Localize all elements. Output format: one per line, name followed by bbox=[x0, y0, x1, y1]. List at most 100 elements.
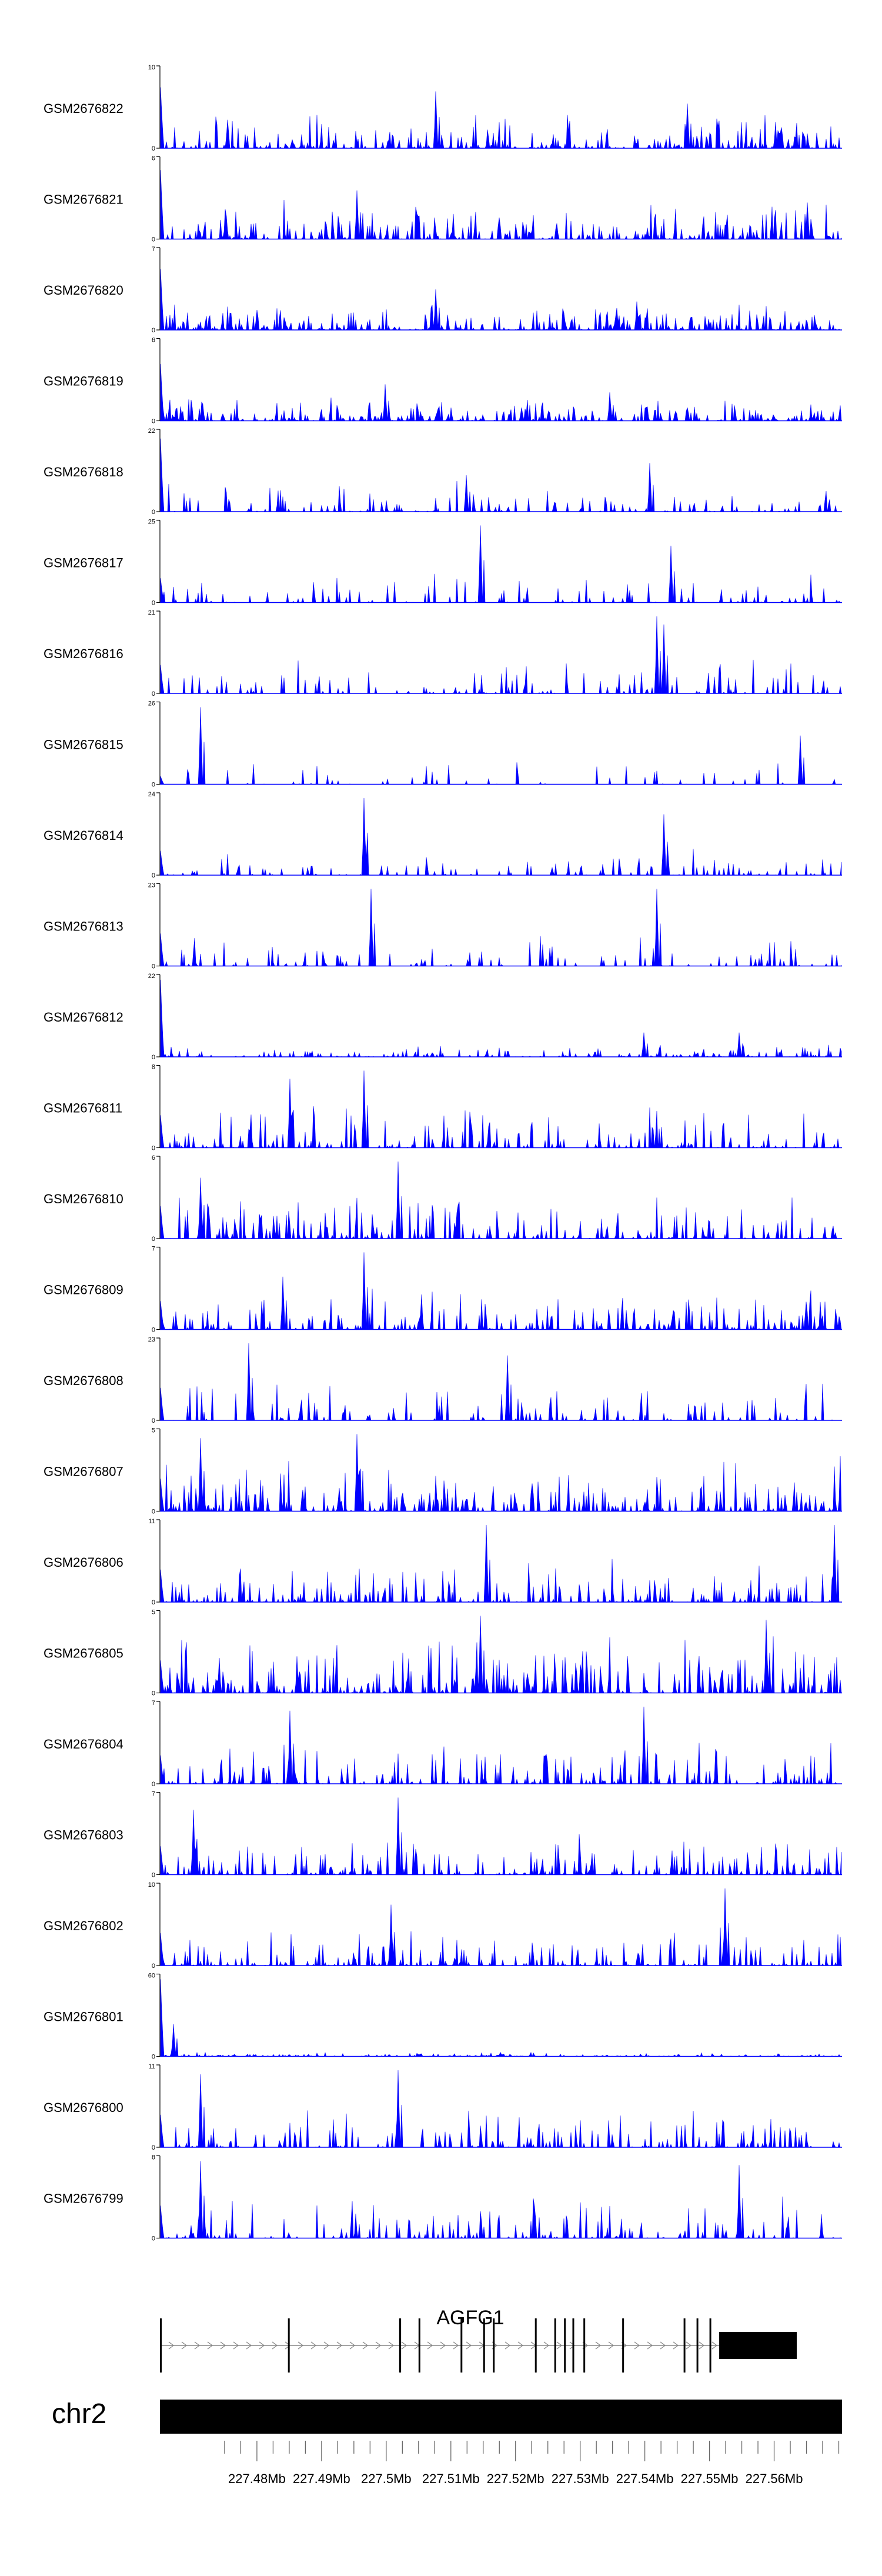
track-label: GSM2676816 bbox=[44, 646, 123, 661]
y-max-label: 7 bbox=[152, 1700, 155, 1707]
y-min-label: 0 bbox=[152, 2144, 155, 2151]
axis-tick-label: 227.55Mb bbox=[681, 2471, 739, 2486]
strand-arrow bbox=[207, 2341, 213, 2350]
strand-arrow bbox=[285, 2341, 291, 2350]
track-label: GSM2676812 bbox=[44, 1010, 123, 1025]
track-label: GSM2676806 bbox=[44, 1555, 123, 1570]
y-max-label: 25 bbox=[148, 519, 155, 526]
strand-arrow bbox=[168, 2341, 175, 2350]
y-max-label: 11 bbox=[149, 1518, 155, 1525]
y-max-label: 23 bbox=[148, 1336, 155, 1343]
y-max-label: 10 bbox=[148, 1881, 155, 1888]
axis-tick-label: 227.53Mb bbox=[552, 2471, 609, 2486]
gene-exon bbox=[534, 2318, 537, 2373]
strand-arrow bbox=[298, 2341, 304, 2350]
strand-arrow bbox=[686, 2341, 692, 2350]
chromosome-label: chr2 bbox=[52, 2398, 106, 2430]
y-min-label: 0 bbox=[152, 418, 155, 425]
track-GSM2676822: GSM2676822 10 0 bbox=[44, 64, 842, 152]
y-min-label: 0 bbox=[152, 1236, 155, 1243]
gene-model-track: AGFG1 bbox=[160, 2307, 797, 2373]
y-min-label: 0 bbox=[152, 782, 155, 789]
gene-exon bbox=[483, 2318, 485, 2373]
track-label: GSM2676808 bbox=[44, 1373, 123, 1388]
y-max-label: 6 bbox=[152, 155, 155, 162]
gene-exon bbox=[160, 2318, 162, 2373]
strand-arrow bbox=[673, 2341, 679, 2350]
track-GSM2676817: GSM2676817 25 0 bbox=[44, 519, 842, 607]
track-GSM2676805: GSM2676805 5 0 bbox=[44, 1609, 842, 1697]
y-max-label: 26 bbox=[148, 700, 155, 708]
strand-arrow bbox=[310, 2341, 317, 2350]
track-GSM2676809: GSM2676809 7 0 bbox=[44, 1246, 842, 1334]
gene-exon bbox=[399, 2318, 402, 2373]
track-GSM2676803: GSM2676803 7 0 bbox=[44, 1791, 842, 1879]
track-label: GSM2676811 bbox=[44, 1101, 122, 1116]
track-label: GSM2676821 bbox=[44, 192, 123, 207]
strand-arrow bbox=[362, 2341, 369, 2350]
track-label: GSM2676799 bbox=[44, 2191, 123, 2206]
track-GSM2676812: GSM2676812 22 0 bbox=[44, 973, 842, 1061]
strand-arrow bbox=[543, 2341, 550, 2350]
track-GSM2676802: GSM2676802 10 0 bbox=[44, 1881, 842, 1970]
axis-tick-label: 227.48Mb bbox=[228, 2471, 286, 2486]
track-label: GSM2676801 bbox=[44, 2010, 123, 2024]
gene-exon bbox=[683, 2318, 686, 2373]
strand-arrow bbox=[233, 2341, 239, 2350]
strand-arrow bbox=[388, 2341, 395, 2350]
track-GSM2676815: GSM2676815 26 0 bbox=[44, 700, 842, 789]
y-min-label: 0 bbox=[152, 1145, 155, 1152]
gene-exon bbox=[622, 2318, 624, 2373]
y-min-label: 0 bbox=[152, 1781, 155, 1788]
track-GSM2676801: GSM2676801 60 0 bbox=[44, 1973, 842, 2061]
gene-exon bbox=[709, 2318, 711, 2373]
strand-arrow bbox=[634, 2341, 640, 2350]
track-label: GSM2676807 bbox=[44, 1464, 123, 1479]
axis-tick-label: 227.5Mb bbox=[361, 2471, 412, 2486]
y-max-label: 24 bbox=[148, 791, 155, 798]
gene-exon bbox=[288, 2318, 290, 2373]
y-max-label: 5 bbox=[152, 1609, 155, 1616]
gene-exon bbox=[696, 2318, 699, 2373]
track-GSM2676808: GSM2676808 23 0 bbox=[44, 1336, 842, 1424]
y-min-label: 0 bbox=[152, 963, 155, 970]
strand-arrow bbox=[401, 2341, 407, 2350]
y-min-label: 0 bbox=[152, 327, 155, 334]
y-max-label: 8 bbox=[152, 1064, 155, 1071]
strand-arrow bbox=[220, 2341, 226, 2350]
track-label: GSM2676800 bbox=[44, 2100, 123, 2115]
axis-tick-label: 227.51Mb bbox=[422, 2471, 480, 2486]
y-min-label: 0 bbox=[152, 236, 155, 243]
track-GSM2676821: GSM2676821 6 0 bbox=[44, 155, 842, 243]
strand-arrow bbox=[647, 2341, 653, 2350]
strand-arrow bbox=[375, 2341, 382, 2350]
y-max-label: 22 bbox=[148, 973, 155, 980]
y-min-label: 0 bbox=[152, 872, 155, 879]
strand-arrow bbox=[194, 2341, 201, 2350]
track-label: GSM2676815 bbox=[44, 738, 123, 752]
strand-arrow bbox=[699, 2341, 705, 2350]
axis-tick-label: 227.49Mb bbox=[293, 2471, 350, 2486]
strand-arrow bbox=[181, 2341, 188, 2350]
y-max-label: 6 bbox=[152, 1154, 155, 1162]
y-min-label: 0 bbox=[152, 509, 155, 516]
y-max-label: 6 bbox=[152, 337, 155, 344]
strand-arrow bbox=[246, 2341, 252, 2350]
track-label: GSM2676802 bbox=[44, 1918, 123, 1933]
track-label: GSM2676817 bbox=[44, 556, 123, 570]
coverage-tracks: GSM2676822100GSM267682160GSM267682070GSM… bbox=[44, 64, 842, 2243]
y-max-label: 60 bbox=[148, 1973, 155, 1980]
strand-arrow bbox=[556, 2341, 563, 2350]
track-GSM2676818: GSM2676818 22 0 bbox=[44, 428, 842, 516]
track-GSM2676816: GSM2676816 21 0 bbox=[44, 609, 842, 698]
strand-arrow bbox=[349, 2341, 356, 2350]
track-GSM2676814: GSM2676814 24 0 bbox=[44, 791, 842, 879]
y-min-label: 0 bbox=[152, 2235, 155, 2243]
track-GSM2676807: GSM2676807 5 0 bbox=[44, 1427, 842, 1516]
y-min-label: 0 bbox=[152, 2054, 155, 2061]
strand-arrow bbox=[440, 2341, 446, 2350]
y-min-label: 0 bbox=[152, 1509, 155, 1516]
y-min-label: 0 bbox=[152, 1690, 155, 1697]
y-min-label: 0 bbox=[152, 1054, 155, 1061]
